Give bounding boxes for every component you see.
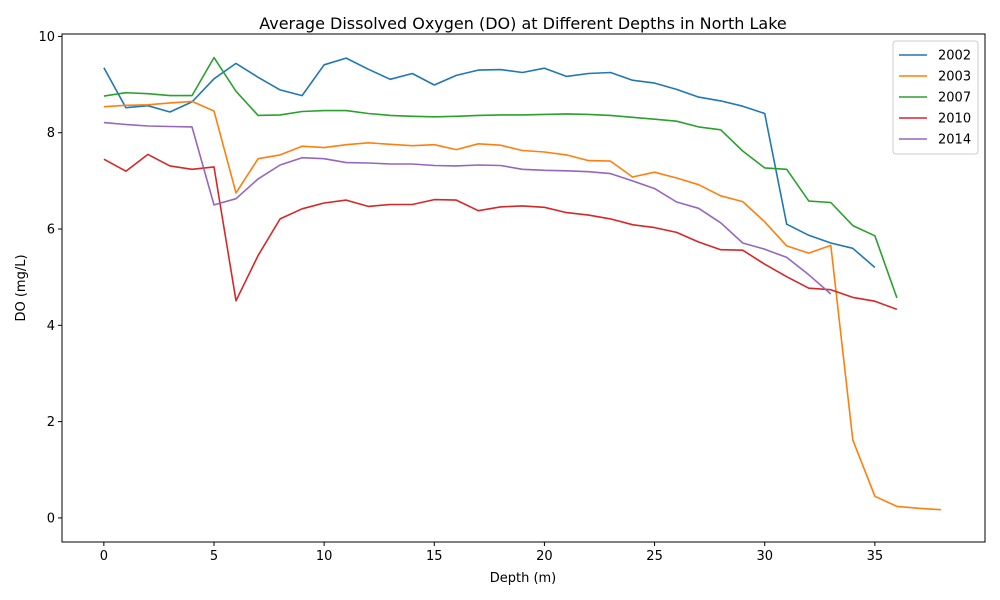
- y-axis-title: DO (mg/L): [14, 254, 29, 321]
- x-tick-label: 5: [210, 549, 218, 564]
- series-layer: [103, 56, 941, 511]
- y-tick-label: 10: [38, 30, 55, 45]
- legend-label-2014: 2014: [938, 133, 971, 148]
- legend-label-2003: 2003: [938, 70, 971, 85]
- legend-label-2010: 2010: [938, 112, 971, 127]
- x-tick-label: 20: [536, 549, 553, 564]
- x-tick-label: 35: [867, 549, 884, 564]
- x-tick-label: 15: [426, 549, 443, 564]
- legend: 2002 2003 2007 2010 2014: [892, 40, 979, 155]
- legend-label-2007: 2007: [938, 91, 971, 106]
- y-tick-label: 6: [47, 223, 55, 238]
- y-tick-label: 2: [47, 415, 55, 430]
- plot-frame: [61, 33, 986, 543]
- series-line-2010: [103, 153, 898, 311]
- series-line-2007: [103, 56, 898, 299]
- legend-box: [892, 40, 979, 155]
- series-line-2002: [103, 57, 876, 269]
- x-tick-label: 25: [646, 549, 663, 564]
- x-tick-label: 30: [756, 549, 773, 564]
- y-tick-label: 0: [47, 511, 55, 526]
- x-axis-title: Depth (m): [490, 571, 557, 586]
- x-tick-label: 0: [100, 549, 108, 564]
- y-tick-label: 8: [47, 126, 55, 141]
- x-axis: 0 5 10 15 20 25 30 35: [100, 542, 883, 564]
- y-tick-label: 4: [47, 319, 55, 334]
- series-line-2003: [103, 100, 941, 511]
- legend-label-2002: 2002: [938, 49, 971, 64]
- y-axis: 0 2 4 6 8 10: [38, 30, 62, 526]
- x-tick-label: 10: [316, 549, 333, 564]
- series-line-2014: [103, 121, 832, 295]
- chart-title: Average Dissolved Oxygen (DO) at Differe…: [259, 14, 787, 33]
